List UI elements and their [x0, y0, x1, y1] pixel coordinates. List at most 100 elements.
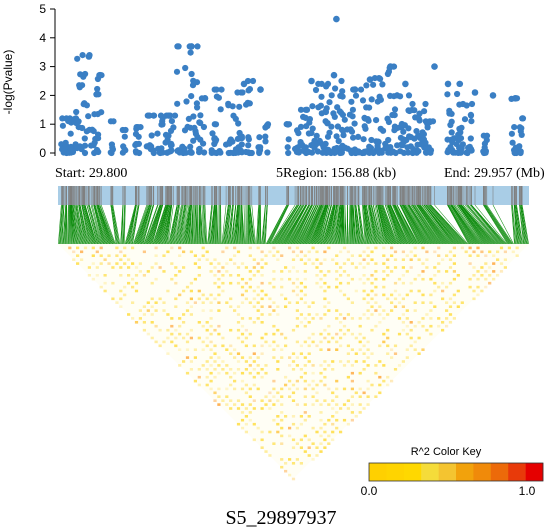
- ld-heatmap-cell: [252, 289, 256, 293]
- ld-heatmap-cell: [280, 442, 284, 445]
- ld-heatmap-cell: [307, 438, 311, 442]
- ld-link-line: [379, 204, 393, 245]
- ld-heatmap-cell: [401, 313, 405, 316]
- ld-heatmap-cell: [468, 262, 472, 265]
- ld-heatmap-cell: [339, 360, 343, 363]
- snp-point: [380, 127, 387, 134]
- snp-point: [59, 122, 66, 129]
- ld-heatmap-cell: [307, 344, 311, 348]
- ld-link-line: [175, 204, 183, 245]
- ld-link-line: [362, 204, 366, 245]
- ld-link-line: [58, 204, 62, 245]
- ld-heatmap-cell: [280, 332, 284, 336]
- ld-link-line: [422, 204, 453, 245]
- snp-point: [467, 112, 475, 119]
- snp-point: [427, 149, 434, 156]
- snp-point: [305, 148, 312, 156]
- ld-heatmap-cell: [421, 246, 425, 250]
- ld-heatmap-cell: [154, 340, 158, 344]
- ld-heatmap-cell: [213, 274, 217, 277]
- ld-heatmap-cell: [366, 317, 370, 320]
- ld-heatmap-cell: [280, 270, 284, 273]
- snp-point: [391, 127, 398, 134]
- snp-point: [429, 118, 437, 125]
- ld-link-line: [286, 204, 308, 245]
- ld-heatmap-cell: [323, 297, 327, 301]
- ld-link-line: [430, 204, 468, 245]
- ld-heatmap-cell: [248, 418, 252, 422]
- snp-point: [167, 142, 175, 149]
- ld-heatmap-cell: [382, 285, 386, 289]
- snp-point: [467, 135, 474, 142]
- ld-heatmap-cell: [401, 305, 405, 308]
- ld-link-line: [300, 204, 319, 245]
- ld-heatmap-cell: [146, 309, 150, 312]
- ld-heatmap-cell: [307, 352, 311, 355]
- ld-heatmap-cell: [146, 270, 150, 273]
- ld-heatmap-cell: [154, 301, 158, 304]
- ld-link-line: [419, 204, 450, 245]
- ld-heatmap-cell: [217, 262, 221, 265]
- ld-heatmap-cell: [448, 258, 453, 261]
- ld-heatmap-cell: [291, 360, 296, 363]
- ld-heatmap-cell: [166, 313, 170, 316]
- ld-heatmap-cell: [386, 352, 390, 355]
- ld-link-line: [301, 204, 320, 245]
- ld-heatmap-cell: [303, 324, 307, 328]
- ld-heatmap-cell: [346, 274, 350, 277]
- ld-link-line: [238, 204, 240, 245]
- ld-heatmap-cell: [315, 383, 319, 387]
- snp-point: [262, 133, 269, 140]
- ld-heatmap-cell: [134, 289, 139, 293]
- ld-heatmap-cell: [319, 379, 323, 383]
- snp-point: [150, 112, 158, 119]
- ld-heatmap-cell: [170, 332, 174, 336]
- ld-heatmap-cell: [252, 321, 256, 324]
- ld-heatmap-cell: [280, 254, 284, 257]
- ld-link-line: [429, 204, 465, 245]
- snp-point: [483, 132, 491, 139]
- ld-heatmap-cell: [276, 313, 280, 316]
- ld-heatmap-cell: [236, 321, 241, 324]
- ld-heatmap-cell: [441, 321, 445, 324]
- ld-heatmap-cell: [433, 281, 437, 285]
- ld-heatmap-cell: [386, 375, 390, 379]
- ld-link-line: [121, 204, 124, 245]
- ld-link-line: [409, 204, 436, 245]
- ld-heatmap-cell: [127, 266, 131, 269]
- ld-link-line: [203, 204, 207, 245]
- ld-link-line: [59, 204, 63, 245]
- ld-heatmap-cell: [335, 348, 339, 351]
- snp-point: [512, 95, 519, 102]
- ld-heatmap-cell: [417, 289, 421, 293]
- ld-link-line: [316, 204, 329, 245]
- ld-link-line: [208, 204, 213, 245]
- ld-heatmap-cell: [217, 285, 221, 289]
- ld-heatmap-cell: [303, 356, 307, 359]
- ld-heatmap-cell: [201, 254, 205, 257]
- ld-heatmap-cell: [429, 324, 433, 328]
- ld-heatmap-cell: [327, 387, 331, 391]
- ld-heatmap-cell: [452, 246, 456, 250]
- ld-heatmap-cell: [205, 336, 209, 340]
- ld-link-line: [514, 204, 520, 245]
- ld-heatmap-cell: [366, 364, 370, 367]
- ld-heatmap-cell: [303, 371, 307, 375]
- ld-link-line: [176, 204, 184, 245]
- ld-link-line: [321, 204, 332, 245]
- ld-heatmap-cell: [154, 324, 158, 328]
- ld-heatmap-cell: [346, 407, 350, 410]
- ld-link-line: [201, 204, 205, 245]
- ld-heatmap-cell: [268, 297, 272, 301]
- ld-heatmap-cell: [323, 375, 327, 379]
- ld-heatmap-cell: [335, 387, 339, 391]
- ld-heatmap-cell: [170, 317, 174, 320]
- snp-point: [387, 63, 394, 70]
- ld-heatmap-cell: [331, 430, 335, 434]
- ld-heatmap-cell: [346, 344, 350, 348]
- ld-heatmap-cell: [339, 281, 343, 285]
- ld-heatmap-cell: [378, 375, 382, 379]
- ld-heatmap-cell: [256, 364, 260, 367]
- ld-link-line: [83, 204, 94, 245]
- ld-heatmap-cell: [323, 438, 327, 442]
